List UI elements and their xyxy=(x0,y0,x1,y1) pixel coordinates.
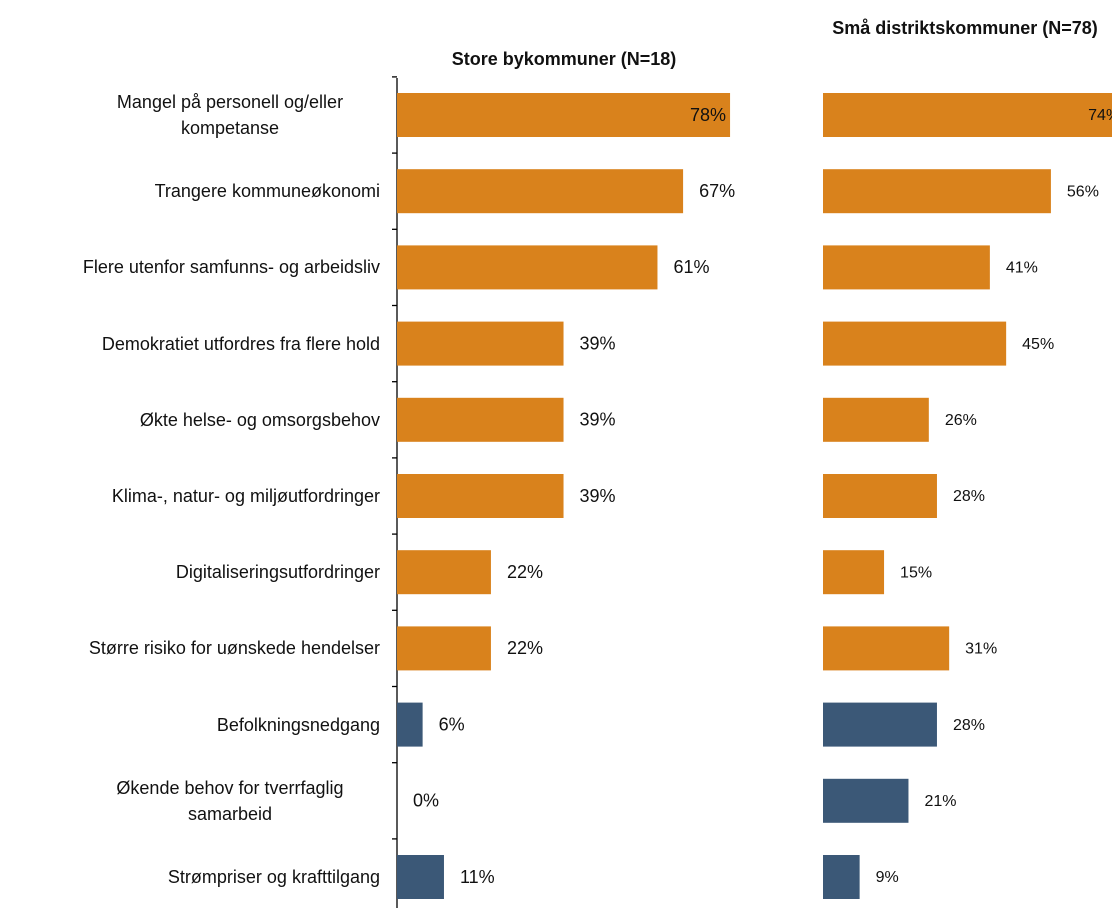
category-label: Klima-, natur- og miljøutfordringer xyxy=(0,483,380,509)
category-text: Klima-, natur- og miljøutfordringer xyxy=(111,486,380,506)
bar xyxy=(823,550,885,595)
value-label: 22% xyxy=(507,562,543,582)
category-text: Mangel på personell og/eller kompetanse xyxy=(116,92,344,138)
bar xyxy=(397,702,423,747)
value-label: 11% xyxy=(460,867,495,887)
category-label: Digitaliseringsutfordringer xyxy=(0,559,380,585)
bar xyxy=(397,550,491,595)
category-text: Trangere kommuneøkonomi xyxy=(154,181,380,202)
value-label: 56% xyxy=(1067,183,1099,200)
bar xyxy=(397,245,658,290)
value-label: 28% xyxy=(953,717,985,734)
value-label: 26% xyxy=(945,412,977,429)
category-label: Flere utenfor samfunns- og arbeidsliv xyxy=(0,254,380,280)
bar xyxy=(823,778,909,823)
value-label: 39% xyxy=(580,333,616,353)
bar xyxy=(397,169,684,214)
value-label: 6% xyxy=(439,714,465,734)
bar xyxy=(823,626,950,671)
category-text: Flere utenfor samfunns- og arbeidsliv xyxy=(82,257,380,278)
bar xyxy=(823,702,937,747)
bar xyxy=(397,321,564,366)
bar xyxy=(823,321,1007,366)
value-label: 22% xyxy=(507,638,543,658)
bar xyxy=(397,855,444,899)
category-text: Befolkningsnedgang xyxy=(216,714,380,735)
category-text: Økende behov for tverrfaglig samarbeid xyxy=(116,777,344,824)
value-label: 9% xyxy=(876,869,899,886)
category-label: Befolkningsnedgang xyxy=(0,712,380,738)
category-text: Økte helse- og omsorgsbehov xyxy=(139,409,380,430)
category-text: Større risiko for uønskede hendelser xyxy=(88,638,380,659)
category-label: Demokratiet utfordres fra flere hold xyxy=(0,331,380,357)
category-label: Mangel på personell og/eller kompetanse xyxy=(0,89,380,141)
bar xyxy=(397,474,564,518)
value-label: 28% xyxy=(953,488,985,505)
value-label: 15% xyxy=(900,564,932,581)
bar xyxy=(397,93,731,137)
bar xyxy=(823,245,990,290)
category-label: Økte helse- og omsorgsbehov xyxy=(0,407,380,433)
category-text: Demokratiet utfordres fra flere hold xyxy=(101,333,380,354)
category-label: Strømpriser og krafttilgang xyxy=(0,864,380,890)
category-text: Strømpriser og krafttilgang xyxy=(167,867,380,887)
value-label: 39% xyxy=(580,486,616,506)
bar xyxy=(397,397,564,442)
bar xyxy=(823,397,929,442)
panel-title: Store bykommuner (N=18) xyxy=(451,49,677,69)
category-label: Større risiko for uønskede hendelser xyxy=(0,635,380,661)
category-label: Økende behov for tverrfaglig samarbeid xyxy=(0,775,380,827)
value-label: 0% xyxy=(413,791,439,811)
bar xyxy=(823,474,937,518)
bar xyxy=(823,855,860,899)
value-label: 45% xyxy=(1022,336,1054,353)
bar xyxy=(823,93,1112,137)
category-label: Trangere kommuneøkonomi xyxy=(0,178,380,204)
category-text: Digitaliseringsutfordringer xyxy=(175,562,380,583)
value-label: 39% xyxy=(580,410,616,430)
bar xyxy=(397,626,491,671)
value-label: 67% xyxy=(699,181,735,201)
value-label: 61% xyxy=(673,257,709,277)
value-label: 31% xyxy=(965,641,997,658)
value-label: 74% xyxy=(1088,107,1112,124)
value-label: 41% xyxy=(1006,260,1038,277)
bar xyxy=(823,169,1051,214)
value-label: 78% xyxy=(690,105,726,125)
value-label: 21% xyxy=(924,793,956,810)
panel-title: Små distriktskommuner (N=78) xyxy=(832,18,1098,38)
